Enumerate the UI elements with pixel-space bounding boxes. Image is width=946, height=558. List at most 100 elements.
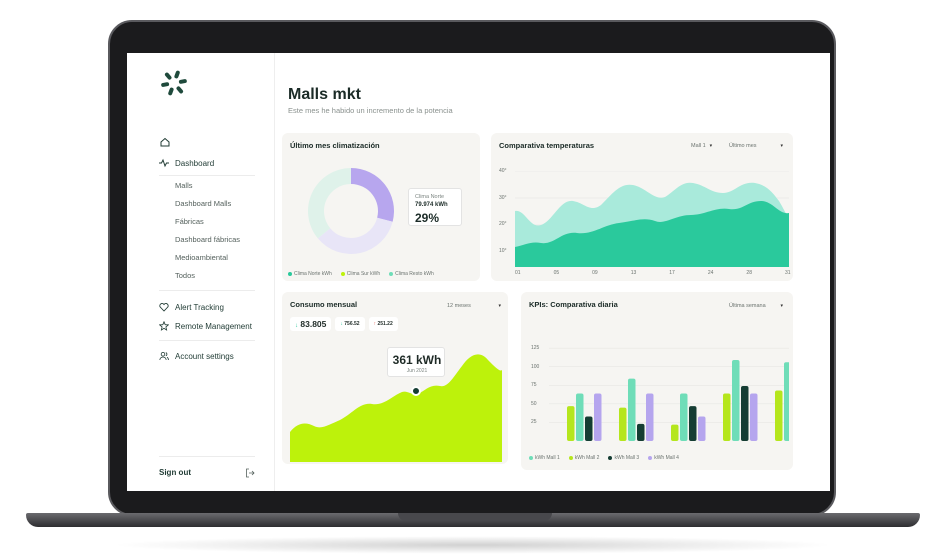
chart-point-marker[interactable] bbox=[411, 386, 421, 396]
screen: Dashboard Malls Dashboard Malls Fábricas… bbox=[127, 53, 830, 491]
legend-item: Clima Norte kWh bbox=[288, 271, 332, 277]
legend-dot bbox=[340, 271, 345, 276]
legend-item: kWh Mall 1 bbox=[529, 455, 560, 461]
nav-alert-tracking[interactable]: Alert Tracking bbox=[159, 302, 224, 312]
tooltip-label: Clima Norte bbox=[415, 194, 445, 200]
chip-value: 756.52 bbox=[344, 321, 360, 327]
nav-account-settings[interactable]: Account settings bbox=[159, 351, 234, 361]
sub-item-dashboard-fabricas[interactable]: Dashboard fábricas bbox=[175, 235, 241, 244]
brand-logo-icon[interactable] bbox=[159, 68, 189, 98]
sidebar: Dashboard Malls Dashboard Malls Fábricas… bbox=[127, 53, 275, 491]
period-select[interactable]: Último mes ▾ bbox=[729, 143, 783, 149]
legend-dot bbox=[288, 271, 292, 276]
nav-remote-management[interactable]: Remote Management bbox=[159, 321, 252, 331]
chevron-down-icon: ▾ bbox=[498, 303, 501, 309]
legend-item: kWh Mall 4 bbox=[648, 455, 679, 461]
nav-dashboard[interactable]: Dashboard bbox=[159, 158, 214, 168]
kpi-legend: kWh Mall 1 kWh Mall 2 kWh Mall 3 kWh Mal… bbox=[529, 455, 679, 461]
consumo-card: Consumo mensual 12 meses ▾ ↓ 83.805 ↓ 756… bbox=[282, 292, 508, 464]
kpis-period-select[interactable]: Última semana ▾ bbox=[729, 303, 783, 309]
star-icon bbox=[159, 321, 169, 331]
donut-legend: Clima Norte kWh Clima Sur kWh Clima Rest… bbox=[288, 271, 434, 277]
sub-item-todos[interactable]: Todos bbox=[175, 271, 196, 280]
kpi-bar bbox=[750, 393, 758, 441]
temperaturas-title: Comparativa temperaturas bbox=[499, 141, 595, 150]
donut-slice bbox=[317, 217, 393, 254]
chip-value: 83.805 bbox=[300, 319, 327, 329]
nav-alert-tracking-label: Alert Tracking bbox=[175, 302, 224, 312]
legend-dot bbox=[608, 455, 613, 460]
kpi-bar bbox=[741, 386, 749, 441]
kpi-bar bbox=[732, 360, 740, 441]
logout-icon[interactable] bbox=[245, 468, 255, 478]
consumo-select-value: 12 meses bbox=[447, 303, 471, 309]
up-arrow-icon: ↑ bbox=[373, 321, 377, 327]
heart-icon bbox=[159, 303, 169, 312]
consumo-tooltip-value: 361 kWh bbox=[392, 353, 442, 367]
chip: ↑ 251.22 bbox=[368, 317, 398, 331]
legend-label: kWh Mall 2 bbox=[574, 455, 600, 461]
users-icon bbox=[159, 352, 169, 361]
sub-item-fabricas[interactable]: Fábricas bbox=[175, 217, 204, 226]
climatizacion-title: Último mes climatización bbox=[290, 141, 380, 150]
sub-item-medioambiental[interactable]: Medioambiental bbox=[175, 253, 228, 262]
temperature-area-front bbox=[515, 201, 789, 267]
temperature-area-chart bbox=[515, 171, 789, 267]
mall-select-value: Mall 1 bbox=[691, 143, 706, 149]
divider bbox=[159, 456, 255, 457]
consumo-chips: ↓ 83.805 ↓ 756.52 ↑ 251.22 bbox=[290, 317, 398, 331]
kpi-bar bbox=[784, 362, 789, 441]
x-tick: 01 bbox=[515, 270, 521, 276]
x-tick: 05 bbox=[553, 270, 560, 276]
page-subtitle: Este mes he habido un incremento de la p… bbox=[288, 106, 453, 115]
consumo-tooltip-date: Jun 2021 bbox=[406, 368, 428, 374]
x-tick: 13 bbox=[630, 270, 637, 276]
kpi-bar bbox=[775, 390, 783, 441]
kpi-bar bbox=[646, 393, 654, 441]
sub-item-malls[interactable]: Malls bbox=[175, 181, 193, 190]
chevron-down-icon: ▾ bbox=[709, 143, 713, 149]
down-arrow-icon: ↓ bbox=[340, 321, 343, 327]
legend-label: kWh Mall 4 bbox=[654, 455, 679, 461]
tooltip-percent: 29% bbox=[415, 211, 440, 225]
temperaturas-card: Comparativa temperaturas Mall 1 ▾ Último … bbox=[491, 133, 793, 281]
climatizacion-card: Último mes climatización Clima Norte 79.… bbox=[282, 133, 480, 281]
chip: ↓ 83.805 bbox=[290, 317, 332, 331]
nav-account-settings-label: Account settings bbox=[175, 351, 234, 361]
y-tick: 20° bbox=[499, 221, 507, 227]
divider bbox=[159, 340, 255, 341]
legend-label: kWh Mall 1 bbox=[535, 455, 560, 461]
legend-label: kWh Mall 3 bbox=[614, 455, 640, 461]
kpi-bar bbox=[628, 378, 636, 441]
x-tick: 17 bbox=[669, 270, 675, 276]
x-tick: 24 bbox=[707, 270, 714, 276]
sign-out-button[interactable]: Sign out bbox=[159, 468, 191, 477]
legend-dot bbox=[648, 455, 653, 460]
kpi-bar bbox=[671, 424, 679, 441]
divider bbox=[159, 175, 255, 176]
kpi-bar bbox=[594, 393, 602, 441]
kpis-title: KPIs: Comparativa diaria bbox=[529, 300, 618, 309]
sub-item-dashboard-malls[interactable]: Dashboard Malls bbox=[175, 199, 232, 208]
page-title: Malls mkt bbox=[288, 86, 361, 103]
consumo-tooltip: 361 kWh Jun 2021 bbox=[387, 347, 445, 377]
legend-dot bbox=[529, 455, 533, 460]
activity-icon bbox=[159, 158, 169, 168]
period-select-value: Último mes bbox=[729, 143, 757, 149]
kpis-select-value: Última semana bbox=[729, 303, 766, 309]
kpi-bar bbox=[680, 393, 688, 441]
mall-select[interactable]: Mall 1 ▾ bbox=[691, 143, 712, 149]
y-tick: 75 bbox=[531, 382, 537, 389]
nav-dashboard-label: Dashboard bbox=[175, 158, 215, 168]
kpis-card: KPIs: Comparativa diaria Última semana ▾ … bbox=[521, 292, 793, 470]
kpi-bar bbox=[619, 407, 627, 441]
legend-dot bbox=[568, 455, 573, 460]
home-icon[interactable] bbox=[160, 137, 170, 147]
kpi-bar-chart bbox=[549, 347, 789, 441]
donut-tooltip: Clima Norte 79.974 kWh 29% bbox=[408, 188, 462, 226]
y-tick: 100 bbox=[531, 363, 540, 370]
laptop-shadow bbox=[110, 536, 836, 554]
kpi-bar bbox=[723, 393, 731, 441]
y-tick: 40° bbox=[499, 168, 507, 174]
consumo-period-select[interactable]: 12 meses ▾ bbox=[447, 303, 501, 309]
